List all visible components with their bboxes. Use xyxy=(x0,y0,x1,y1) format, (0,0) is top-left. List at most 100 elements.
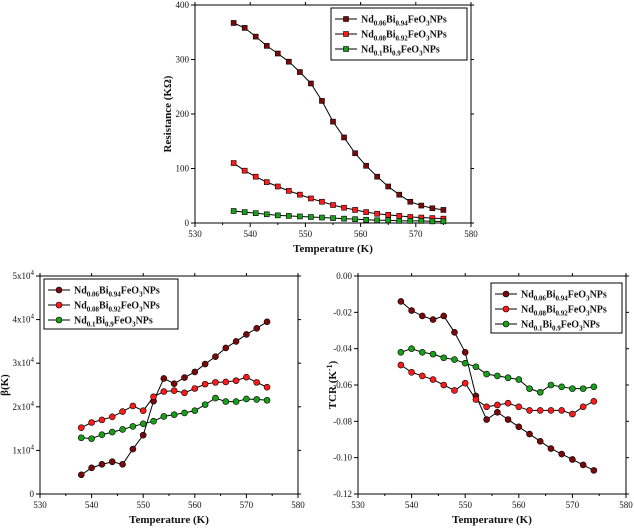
y-tick-label: -0.12 xyxy=(333,489,352,499)
label-part: FeO xyxy=(408,15,427,26)
data-point xyxy=(254,325,260,331)
data-point xyxy=(419,203,424,208)
label-part: NPs xyxy=(590,290,607,301)
data-point xyxy=(297,214,302,219)
data-point xyxy=(120,426,126,432)
data-point xyxy=(375,218,380,223)
data-point xyxy=(342,216,347,221)
data-point xyxy=(505,417,511,423)
label-part: Bi xyxy=(386,30,396,41)
legend-marker xyxy=(56,317,62,323)
label-part: 0.92 xyxy=(556,310,569,318)
data-point xyxy=(89,465,95,471)
data-point xyxy=(202,381,208,387)
data-point xyxy=(580,462,586,468)
x-tick-label: 580 xyxy=(619,500,633,510)
data-point xyxy=(527,407,533,413)
data-point xyxy=(120,461,126,467)
data-point xyxy=(275,51,280,56)
label-part: Nd xyxy=(521,305,534,316)
data-point xyxy=(430,317,436,323)
figure-canvas: 530 540 550 560 570 5800100200300400Temperatu… xyxy=(0,0,634,530)
data-point xyxy=(78,435,84,441)
label-part: Bi xyxy=(96,316,106,327)
data-point xyxy=(181,410,187,416)
label-part: 0.06 xyxy=(374,20,387,28)
data-point xyxy=(231,20,236,25)
data-point xyxy=(342,135,347,140)
label-part: NPs xyxy=(430,15,447,26)
data-point xyxy=(171,412,177,418)
data-point xyxy=(223,379,229,385)
data-point xyxy=(505,400,511,406)
data-point xyxy=(473,397,479,403)
data-point xyxy=(231,161,236,166)
x-tick-label: 580 xyxy=(291,500,305,510)
data-point xyxy=(242,210,247,215)
label-part: TCR (K xyxy=(327,371,339,410)
label-part: 0.06 xyxy=(87,291,100,299)
x-tick-label: 540 xyxy=(85,500,99,510)
data-point xyxy=(398,298,404,304)
label-part: NPs xyxy=(583,320,600,331)
data-point xyxy=(130,446,136,452)
x-tick-label: 560 xyxy=(512,500,526,510)
data-point xyxy=(441,207,446,212)
label-part: Bi xyxy=(543,320,553,331)
data-point xyxy=(430,206,435,211)
tcr-chart: 530 540 550 560 570 580 0.00 -0.02 -0.04 -0.06 -0.… xyxy=(325,271,633,526)
data-point xyxy=(591,467,597,473)
data-point xyxy=(451,357,457,363)
data-point xyxy=(275,213,280,218)
data-point xyxy=(243,396,249,402)
data-point xyxy=(89,436,95,442)
y-tick-label: -0.02 xyxy=(333,307,352,317)
data-point xyxy=(353,217,358,222)
data-point xyxy=(161,389,167,395)
data-point xyxy=(430,219,435,224)
label-part: Nd xyxy=(521,290,534,301)
data-point xyxy=(462,360,468,366)
label-part: 2x10 xyxy=(13,402,32,412)
x-tick-label: 560 xyxy=(188,500,202,510)
y-tick-label: 200 xyxy=(176,109,190,119)
data-point xyxy=(233,338,239,344)
y-axis-label: TCR (K-1) xyxy=(325,360,339,409)
legend-marker xyxy=(344,17,349,22)
label-part: NPs xyxy=(143,301,160,312)
data-point xyxy=(233,399,239,405)
data-point xyxy=(223,399,229,405)
x-tick-label: 530 xyxy=(188,229,202,239)
data-point xyxy=(151,394,157,400)
data-point xyxy=(331,203,336,208)
label-part: Bi xyxy=(386,15,396,26)
label-part: Nd xyxy=(361,45,374,56)
data-point xyxy=(441,355,447,361)
x-tick-label: 580 xyxy=(464,229,478,239)
data-point xyxy=(430,377,436,383)
label-part: Bi xyxy=(383,45,393,56)
label-part: Nd xyxy=(361,15,374,26)
data-point xyxy=(527,386,533,392)
data-point xyxy=(419,218,424,223)
data-point xyxy=(386,212,391,217)
data-point xyxy=(462,349,468,355)
label-part: Bi xyxy=(99,286,109,297)
data-point xyxy=(99,461,105,467)
data-point xyxy=(319,98,324,103)
y-tick-label: 400 xyxy=(176,0,190,10)
data-point xyxy=(484,417,490,423)
data-point xyxy=(505,375,511,381)
data-point xyxy=(516,424,522,430)
x-tick-label: 570 xyxy=(566,500,580,510)
label-part: 0.94 xyxy=(396,20,409,28)
data-point xyxy=(386,184,391,189)
data-point xyxy=(397,218,402,223)
data-point xyxy=(181,390,187,396)
data-point xyxy=(375,211,380,216)
data-point xyxy=(120,409,126,415)
data-point xyxy=(548,407,554,413)
data-point xyxy=(559,451,565,457)
label-part: Nd xyxy=(74,286,87,297)
data-point xyxy=(297,70,302,75)
